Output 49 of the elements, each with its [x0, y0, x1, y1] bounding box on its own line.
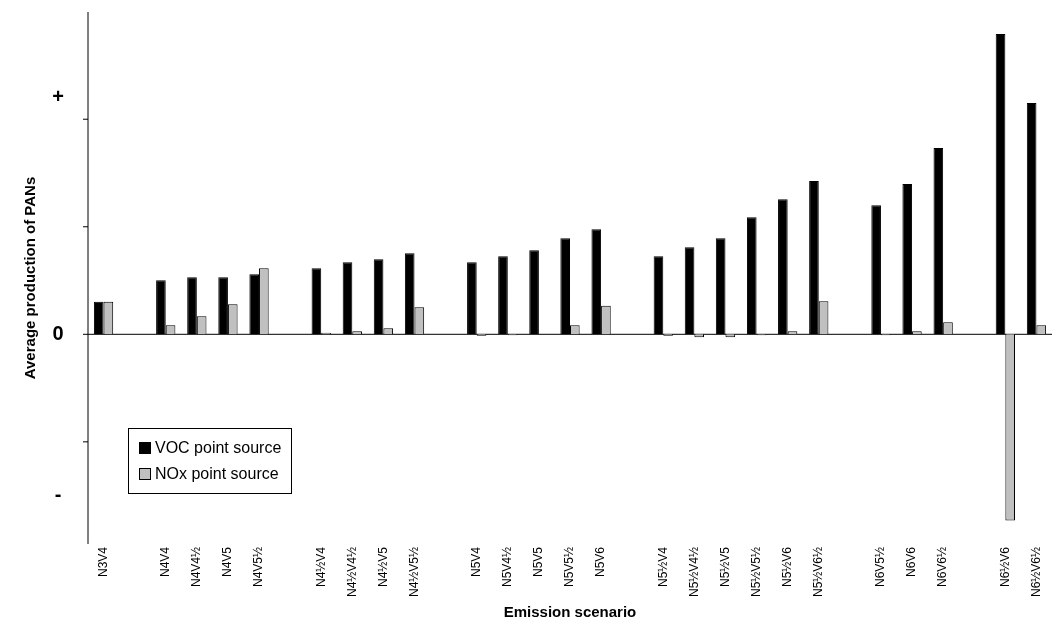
- bar: [342, 262, 353, 335]
- bar: [933, 148, 944, 335]
- x-tick-label: N4½V4: [313, 546, 328, 587]
- bar: [467, 262, 477, 335]
- x-tick-label: N5½V5: [717, 546, 732, 587]
- bar: [498, 256, 508, 335]
- x-tick-label: N5V4: [469, 546, 484, 577]
- text: -: [54, 483, 62, 506]
- x-axis-title: Emission scenario: [503, 603, 637, 621]
- x-tick-label: N4V5½: [251, 546, 266, 587]
- bar: [715, 238, 726, 335]
- bar: [1026, 103, 1037, 335]
- bar: [653, 256, 664, 335]
- x-tick-label: N4V5: [220, 546, 235, 577]
- x-tick-label: N6V6½: [935, 546, 950, 587]
- bar: [560, 238, 570, 335]
- x-tick-label: N5V5½: [562, 546, 577, 587]
- x-tick-label: N4V4½: [189, 546, 204, 587]
- bar: [218, 277, 228, 335]
- x-tick-label: N4½V4½: [344, 546, 359, 598]
- bar: [249, 274, 260, 335]
- x-tick-label: N4½V5: [375, 546, 390, 587]
- x-tick-label: N6V6: [904, 546, 919, 577]
- x-tick-label: N5½V6: [779, 546, 794, 587]
- y-axis-title: Average production of PANs: [21, 176, 39, 380]
- bar: [871, 205, 881, 335]
- x-tick-label: N6½V6½: [1028, 546, 1043, 598]
- legend-label: NOx point source: [155, 464, 279, 484]
- bar: [902, 184, 913, 335]
- bar: [684, 247, 695, 335]
- x-tick-label: N6V5½: [873, 546, 888, 587]
- x-tick-label: N4½V5½: [406, 546, 421, 598]
- bar: [529, 250, 539, 335]
- text: +: [52, 85, 64, 108]
- legend-label: VOC point source: [155, 438, 282, 458]
- bar: [373, 259, 384, 335]
- x-tick-label: N5½V4½: [686, 546, 701, 598]
- bar: [746, 217, 757, 335]
- x-tick-label: N4V4: [158, 546, 173, 577]
- text: 0: [52, 321, 64, 344]
- x-tick-label: N5V4½: [500, 546, 515, 587]
- x-tick-label: N5V6: [593, 546, 608, 577]
- x-tick-label: N3V4: [95, 546, 110, 577]
- x-tick-label: N5½V6½: [811, 546, 826, 598]
- x-tick-label: N5½V5½: [748, 546, 763, 598]
- x-tick-label: N5V5: [531, 546, 546, 577]
- x-tick-label: N5½V4: [655, 546, 670, 587]
- x-tick-label: N6½V6: [997, 546, 1012, 587]
- bar: [995, 33, 1006, 335]
